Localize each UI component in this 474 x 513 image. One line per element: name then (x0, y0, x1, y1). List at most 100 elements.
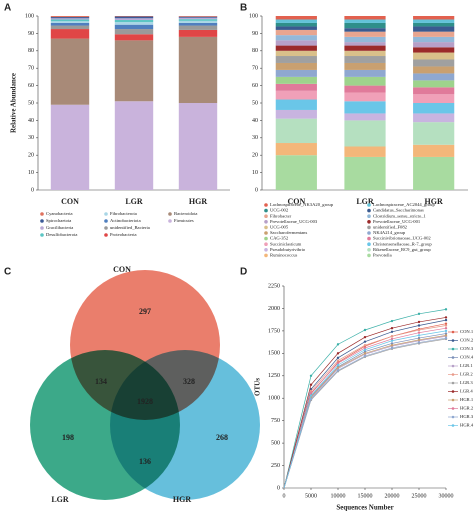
bar-segment (413, 22, 455, 27)
bar-segment (413, 156, 455, 190)
legend-marker (451, 424, 455, 427)
point (309, 383, 313, 386)
point (417, 328, 421, 332)
legend-label: Ruminococcus (270, 252, 298, 257)
point (444, 324, 448, 327)
bar-segment (50, 16, 90, 18)
legend-marker (451, 330, 455, 334)
bar-segment (344, 31, 386, 37)
legend-label: Proteobacteria (110, 232, 137, 237)
point (363, 350, 367, 353)
x-tick-label: 5000 (305, 493, 317, 499)
bar-segment (275, 19, 317, 23)
bar-segment (178, 16, 218, 17)
legend-marker (367, 220, 371, 224)
point (417, 331, 421, 334)
bar-segment (178, 29, 218, 37)
x-tick-label: HGR (189, 197, 207, 206)
point (363, 328, 367, 332)
bar-segment (114, 40, 154, 102)
legend-marker (451, 356, 455, 359)
bar-segment (50, 19, 90, 22)
bar-segment (50, 17, 90, 19)
y-tick-label: 0 (31, 187, 34, 193)
point (363, 348, 367, 351)
y-tick-label: 80 (28, 48, 34, 54)
region-count: 268 (216, 433, 228, 442)
y-tick-label: 1250 (268, 373, 280, 379)
y-tick-label: 50 (252, 100, 258, 106)
y-tick-label: 70 (252, 66, 258, 72)
legend-marker (264, 231, 268, 235)
point (309, 391, 313, 395)
y-axis-title: OTUs (254, 378, 262, 396)
point (390, 346, 394, 350)
point (444, 316, 448, 319)
bar-segment (178, 22, 218, 26)
bar-segment (413, 80, 455, 88)
point (417, 324, 421, 327)
bar-segment (178, 19, 218, 21)
bar-segment (178, 103, 218, 190)
bar-segment (344, 69, 386, 77)
bar-segment (413, 59, 455, 67)
panel-label: D (240, 267, 247, 278)
y-axis-title: Relative Abundance (10, 73, 18, 133)
legend-label: Fibrobacter (270, 213, 292, 218)
x-tick-label: LGR (356, 197, 374, 206)
legend-label: HGR.4 (460, 423, 474, 428)
bar-segment (114, 22, 154, 25)
point (417, 341, 421, 344)
point (363, 346, 367, 350)
legend-marker (367, 214, 371, 218)
legend-label: CON.1 (460, 329, 474, 334)
bar-segment (50, 22, 90, 26)
legend-label: Firmicutes (174, 218, 194, 223)
x-tick-label: HGR (425, 197, 443, 206)
legend-marker (40, 226, 44, 230)
point (390, 335, 394, 338)
series-line (283, 337, 447, 489)
bar-segment (275, 143, 317, 156)
legend-label: Prevotellaceae_UCG-003 (270, 219, 318, 224)
bar-segment (114, 18, 154, 21)
point (444, 334, 448, 337)
legend-marker (104, 219, 108, 223)
y-tick-label: 1000 (268, 396, 280, 402)
y-tick-label: 100 (25, 13, 34, 19)
x-tick-label: CON (61, 197, 79, 206)
point (390, 326, 394, 330)
bar-segment (413, 36, 455, 43)
x-tick-label: CON (287, 197, 305, 206)
legend-marker (367, 253, 371, 258)
y-tick-label: 60 (252, 83, 258, 89)
bar-segment (178, 20, 218, 23)
point (363, 344, 367, 347)
set-label: HGR (173, 495, 191, 504)
point (390, 330, 394, 333)
bar-segment (344, 101, 386, 114)
y-tick-label: 70 (28, 66, 34, 72)
bar-segment (344, 85, 386, 93)
bar-segment (114, 16, 154, 19)
legend-marker (451, 390, 455, 393)
legend-label: Bacteroidota (174, 211, 197, 216)
y-tick-label: 250 (271, 463, 280, 469)
bar-segment (50, 18, 90, 20)
bar-segment (413, 31, 455, 37)
series-line (283, 335, 447, 489)
y-tick-label: 0 (255, 187, 258, 193)
bar-segment (275, 69, 317, 77)
y-tick-label: 2250 (268, 283, 280, 289)
point (444, 308, 448, 311)
legend-label: Rikenellaceae_RC9_gut_group (373, 247, 431, 252)
x-tick-label: 15000 (358, 493, 373, 499)
y-tick-label: 2000 (268, 306, 280, 312)
point (309, 389, 313, 393)
bar-segment (275, 40, 317, 46)
legend-marker (40, 219, 44, 223)
bar-segment (50, 21, 90, 23)
point (309, 394, 313, 397)
legend-label: Candidatus_Saccharimonas (373, 208, 424, 213)
y-tick-label: 30 (28, 135, 34, 141)
